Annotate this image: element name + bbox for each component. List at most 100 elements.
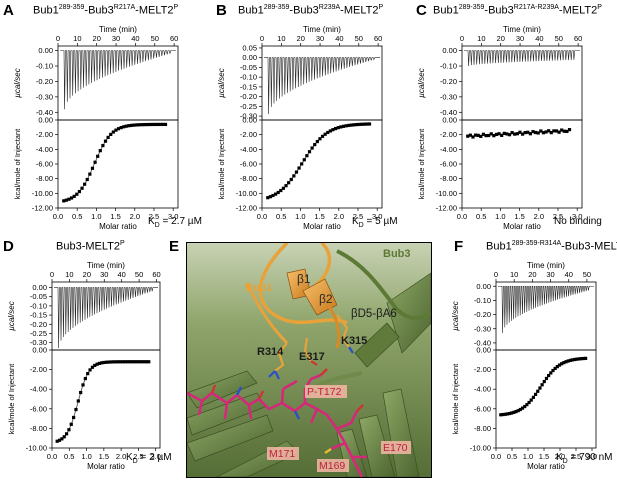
binding-point xyxy=(137,360,141,364)
binding-point xyxy=(106,135,110,140)
bind-y-tick-label: -4.00 xyxy=(36,145,53,154)
raw-y-tick-label: -0.10 xyxy=(440,62,457,71)
binding-point xyxy=(552,129,556,133)
binding-point xyxy=(60,437,64,441)
panel-title-a: Bub1289-359-Bub3R217A-MELT2P xyxy=(33,4,179,17)
melt2-heteroatoms xyxy=(210,368,364,454)
melt2-peptide xyxy=(187,373,367,477)
binding-point xyxy=(554,129,559,133)
binding-point xyxy=(76,399,80,403)
bind-x-tick-label: 2.0 xyxy=(116,452,126,461)
binding-point xyxy=(103,139,108,143)
binding-point xyxy=(542,379,546,384)
time-tick-label: 50 xyxy=(135,270,143,279)
raw-y-tick-label: -0.25 xyxy=(240,102,257,111)
binding-point xyxy=(323,132,327,136)
bind-y-tick-label: -10.00 xyxy=(436,189,457,198)
bind-y-axis-label: kcal/mole of Injectant xyxy=(7,363,16,434)
label-beta2: β2 xyxy=(319,292,333,306)
time-tick-label: 0 xyxy=(260,34,264,43)
binding-point xyxy=(565,129,569,134)
bind-y-tick-label: -2.00 xyxy=(240,130,257,139)
label-bub1: Bub1 xyxy=(245,282,273,294)
binding-frame xyxy=(51,349,161,449)
binding-point xyxy=(507,411,512,416)
binding-point xyxy=(72,194,76,198)
binding-point xyxy=(80,186,84,190)
bind-x-tick-label: 3.0 xyxy=(587,452,597,461)
binding-point xyxy=(119,125,123,130)
binding-point xyxy=(69,422,73,426)
binding-point xyxy=(579,357,583,361)
binding-point xyxy=(127,124,131,128)
binding-point xyxy=(128,360,132,364)
bind-x-tick-label: 1.5 xyxy=(539,452,549,461)
binding-point xyxy=(118,360,123,364)
label-m171: M171 xyxy=(269,448,295,460)
binding-point xyxy=(287,181,291,185)
raw-y-tick-label: -0.25 xyxy=(30,329,47,338)
binding-point xyxy=(116,360,120,364)
binding-point xyxy=(354,123,359,127)
binding-point xyxy=(531,395,536,399)
raw-y-tick-label: 0.00 xyxy=(242,53,257,62)
bind-x-tick-label: 0.5 xyxy=(64,452,74,461)
binding-point xyxy=(111,130,115,134)
raw-y-tick-label: -0.10 xyxy=(30,301,47,310)
time-tick-label: 0 xyxy=(494,270,498,279)
label-e170-box xyxy=(381,441,411,454)
raw-y-tick-label: -0.15 xyxy=(240,82,257,91)
molar-ratio-label: Molar ratio xyxy=(99,222,137,231)
bind-y-tick-label: -6.00 xyxy=(474,404,491,413)
binding-point xyxy=(560,362,564,366)
raw-y-tick-label: -0.20 xyxy=(440,77,457,86)
binding-point xyxy=(527,400,531,405)
binding-point xyxy=(564,360,568,364)
raw-y-tick-label: 0.00 xyxy=(32,283,47,292)
panel-letter-d: D xyxy=(3,238,14,255)
kd-annotation-c: No binding xyxy=(554,216,602,227)
time-tick-label: 50 xyxy=(355,34,363,43)
binding-point xyxy=(347,123,351,128)
binding-point xyxy=(566,359,570,363)
bind-x-tick-label: 2.5 xyxy=(353,212,363,221)
binding-point xyxy=(98,149,102,153)
binding-point xyxy=(557,363,562,367)
binding-point xyxy=(64,198,68,202)
time-tick-label: 10 xyxy=(510,270,518,279)
binding-point xyxy=(336,126,340,130)
time-tick-label: 0 xyxy=(50,270,54,279)
time-tick-label: 10 xyxy=(477,34,485,43)
binding-point xyxy=(279,188,283,193)
panel-title-d: Bub3-MELT2P xyxy=(56,240,125,253)
binding-point xyxy=(79,390,83,395)
binding-point xyxy=(514,409,518,414)
bind-x-tick-label: 0.0 xyxy=(53,212,63,221)
binding-point xyxy=(526,130,530,134)
raw-y-tick-label: -0.20 xyxy=(30,320,47,329)
binding-point xyxy=(107,360,111,364)
time-tick-label: 0 xyxy=(460,34,464,43)
binding-point xyxy=(562,129,566,133)
binding-point xyxy=(487,133,491,138)
time-axis-label: Time (min) xyxy=(303,25,341,34)
binding-point xyxy=(479,134,483,139)
time-tick-label: 20 xyxy=(297,34,305,43)
binding-point xyxy=(516,409,520,413)
binding-point xyxy=(538,386,542,390)
binding-point xyxy=(122,125,126,129)
bind-x-tick-label: 2.5 xyxy=(553,212,563,221)
bind-x-tick-label: 3.0 xyxy=(150,452,160,461)
raw-y-tick-label: -0.30 xyxy=(240,112,257,121)
itc-chart-c: 0 10 20 30 40 50 60 Time (min) 0.00 -0.10 -0.20 -0.… xyxy=(412,16,612,236)
binding-point xyxy=(513,132,517,136)
binding-point xyxy=(492,134,496,138)
bind-y-tick-label: -4.00 xyxy=(440,145,457,154)
binding-point xyxy=(367,122,372,126)
time-tick-label: 30 xyxy=(516,34,524,43)
raw-y-tick-label: -0.20 xyxy=(474,310,491,319)
binding-point xyxy=(573,357,577,362)
binding-point xyxy=(584,356,588,360)
binding-point xyxy=(123,360,127,364)
binding-point xyxy=(143,123,147,127)
